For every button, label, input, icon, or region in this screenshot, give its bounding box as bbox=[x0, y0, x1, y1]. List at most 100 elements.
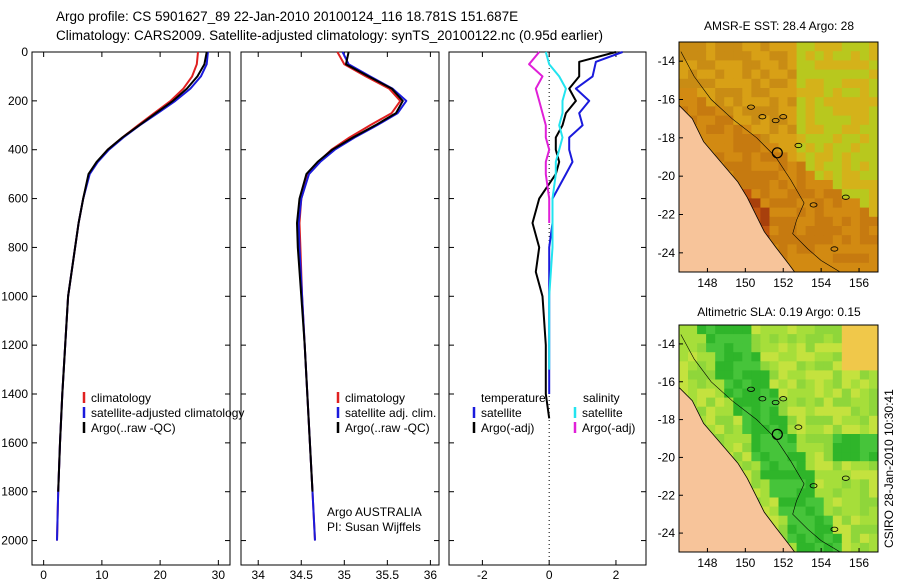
map-cell bbox=[778, 170, 789, 181]
map-cell bbox=[850, 443, 861, 453]
map-cell bbox=[760, 152, 770, 163]
map-cell bbox=[805, 180, 816, 190]
island-outline bbox=[758, 114, 767, 120]
map-cell bbox=[715, 51, 725, 61]
map-cell bbox=[814, 235, 825, 245]
map-cell bbox=[715, 334, 725, 344]
map-cell bbox=[787, 170, 798, 181]
series-line bbox=[57, 51, 208, 492]
map-cell bbox=[823, 244, 834, 255]
map-cell bbox=[814, 216, 825, 227]
map-cell bbox=[706, 415, 716, 426]
map-cell bbox=[751, 180, 761, 190]
map-cell bbox=[742, 97, 752, 107]
map-cell bbox=[805, 424, 816, 435]
land-polygon bbox=[679, 386, 796, 552]
map-cell bbox=[859, 143, 870, 153]
map-cell bbox=[859, 443, 870, 453]
island-outline bbox=[841, 194, 850, 200]
map-cell bbox=[805, 343, 816, 353]
map-cell bbox=[814, 51, 825, 61]
legend-label-argo: Argo(..raw -QC) bbox=[91, 421, 176, 435]
map-cell bbox=[859, 88, 870, 98]
map-cell bbox=[778, 244, 789, 255]
map-cell bbox=[823, 542, 834, 552]
map-cell bbox=[724, 434, 734, 444]
map-cell bbox=[832, 542, 843, 552]
map-cell bbox=[787, 515, 798, 526]
map-cell bbox=[869, 51, 878, 61]
map-cell bbox=[823, 497, 834, 508]
map-cell bbox=[850, 97, 861, 107]
map-cell bbox=[832, 488, 843, 499]
x-tick-label: 36 bbox=[424, 568, 438, 580]
map-cell bbox=[850, 88, 861, 98]
map-cell bbox=[859, 262, 870, 272]
map-cell bbox=[769, 370, 780, 381]
map-cell bbox=[841, 461, 852, 471]
map-cell bbox=[796, 189, 807, 199]
map-cell bbox=[796, 443, 807, 453]
map-cell bbox=[796, 216, 807, 227]
map-cell bbox=[778, 69, 789, 80]
map-cell bbox=[679, 352, 689, 362]
map-cell bbox=[832, 379, 843, 390]
map-cell bbox=[751, 352, 761, 362]
map-cell bbox=[769, 415, 780, 426]
map-cell bbox=[859, 533, 870, 544]
map-cell bbox=[787, 78, 798, 89]
map-cell bbox=[814, 88, 825, 98]
x-tick-label: 156 bbox=[849, 276, 869, 290]
map-cell bbox=[760, 452, 770, 462]
map-cell bbox=[869, 42, 878, 52]
map-cell bbox=[760, 334, 770, 344]
map-cell bbox=[724, 88, 734, 98]
x-tick-label: 34.5 bbox=[290, 568, 314, 580]
map-cell bbox=[778, 470, 789, 480]
map-cell bbox=[706, 97, 716, 107]
map-cell bbox=[823, 152, 834, 163]
map-cell bbox=[787, 361, 798, 371]
map-cell bbox=[733, 434, 743, 444]
side-timestamp: CSIRO 28-Jan-2010 10:30:41 bbox=[882, 389, 896, 548]
map-cell bbox=[832, 262, 843, 272]
map-cell bbox=[697, 106, 707, 117]
island-outline bbox=[747, 386, 755, 392]
map-cell bbox=[850, 524, 861, 535]
map-cell bbox=[796, 207, 807, 218]
map-cell bbox=[805, 515, 816, 526]
x-tick-label: 152 bbox=[773, 556, 793, 570]
map-cell bbox=[733, 115, 743, 126]
y-tick-label: 800 bbox=[8, 240, 28, 254]
map-cell bbox=[760, 397, 770, 408]
map-cell bbox=[814, 115, 825, 126]
map-cell bbox=[688, 78, 698, 89]
map-cell bbox=[724, 115, 734, 126]
map-cell bbox=[859, 415, 870, 426]
map-cell bbox=[805, 262, 816, 272]
map-cell bbox=[778, 334, 789, 344]
map-cell bbox=[823, 434, 834, 444]
map-cell bbox=[850, 244, 861, 255]
map-cell bbox=[823, 97, 834, 107]
map-cell bbox=[841, 479, 852, 490]
map-cell bbox=[778, 78, 789, 89]
map-cell bbox=[859, 470, 870, 480]
map-cell bbox=[805, 97, 816, 107]
map-cell bbox=[841, 415, 852, 426]
map-cell bbox=[796, 88, 807, 98]
map-cell bbox=[832, 69, 843, 80]
map-cell bbox=[751, 60, 761, 71]
map-cell bbox=[832, 352, 843, 362]
map-cell bbox=[814, 415, 825, 426]
map-cell bbox=[724, 388, 734, 399]
map-cell bbox=[751, 106, 761, 117]
map-cell bbox=[760, 470, 770, 480]
map-cell bbox=[805, 533, 816, 544]
map-cell bbox=[841, 51, 852, 61]
map-body bbox=[679, 325, 878, 552]
map-cell bbox=[769, 60, 780, 71]
map-cell bbox=[823, 424, 834, 435]
map-cell bbox=[869, 216, 878, 227]
map-cell bbox=[778, 379, 789, 390]
